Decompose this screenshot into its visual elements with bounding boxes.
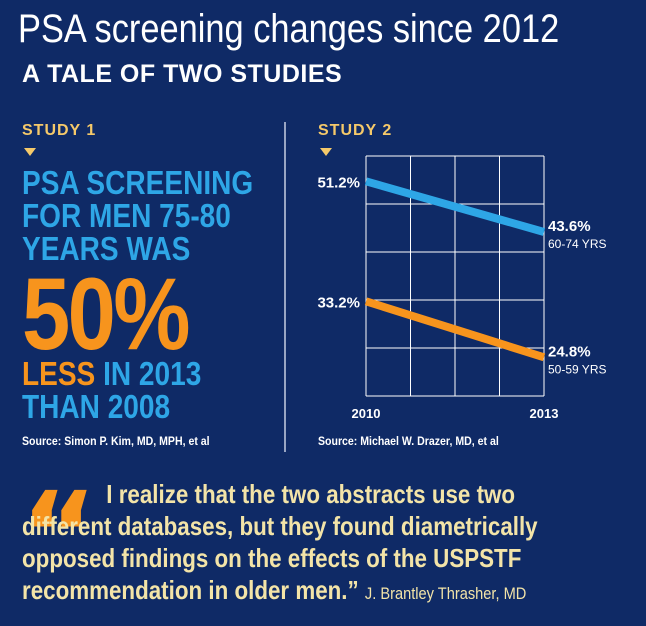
study1-line4-rest: IN 2013 <box>95 355 202 392</box>
page-title: PSA screening changes since 2012 <box>18 7 560 51</box>
series-name-label: 50-59 YRS <box>548 362 606 376</box>
data-label: 33.2% <box>317 294 360 311</box>
study1-big-number: 50% <box>22 257 190 371</box>
study1-line3: YEARS WAS <box>22 230 191 267</box>
study1-less-word: LESS <box>22 355 96 392</box>
study1-line1: PSA SCREENING <box>22 164 254 201</box>
column-divider <box>284 122 286 452</box>
study1-line4: LESS IN 2013 <box>22 357 201 390</box>
study1-label: STUDY 1 <box>22 122 97 139</box>
study2-source: Source: Michael W. Drazer, MD, et al <box>318 434 499 448</box>
x-tick-label: 2010 <box>352 406 381 421</box>
quote-text: I realize that the two abstracts use two… <box>22 479 538 605</box>
study1-line5: THAN 2008 <box>22 388 171 425</box>
data-label: 43.6% <box>548 218 591 235</box>
data-label: 51.2% <box>317 174 360 191</box>
study2-pointer-icon <box>320 148 332 156</box>
study1-pointer-icon <box>24 148 36 156</box>
data-label: 24.8% <box>548 343 591 360</box>
x-tick-label: 2013 <box>530 406 559 421</box>
series-line <box>364 177 546 236</box>
study1-source: Source: Simon P. Kim, MD, MPH, et al <box>22 434 210 448</box>
quote-block: I realize that the two abstracts use two… <box>22 478 572 610</box>
series-line <box>364 297 546 362</box>
series-name-label: 60-74 YRS <box>548 237 606 251</box>
page-subtitle: A TALE OF TWO STUDIES <box>22 60 343 88</box>
quote-mark-icon: “ <box>20 466 98 604</box>
chart-series <box>364 177 546 362</box>
study2-label: STUDY 2 <box>318 122 393 139</box>
chart-labels: 2010 2013 51.2% 43.6% 60-74 YRS 33.2% 24.8% 50-… <box>317 174 606 421</box>
quote-attribution: J. Brantley Thrasher, MD <box>364 584 527 603</box>
study1-line2: FOR MEN 75-80 <box>22 197 231 234</box>
